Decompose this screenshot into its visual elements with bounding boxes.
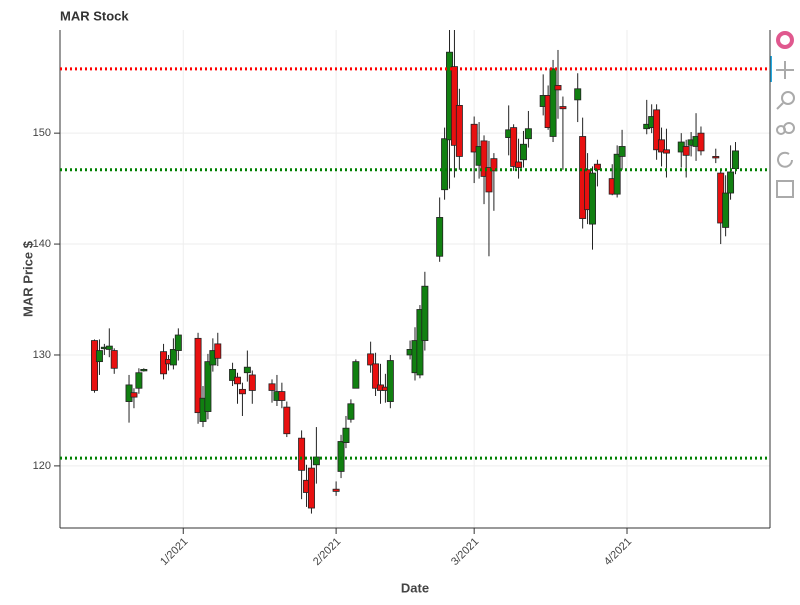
candle-body [470,123,478,153]
candle-body [372,363,380,389]
toolbar-active [770,56,772,82]
candle-body [243,366,251,374]
candle-body [559,106,567,110]
candle-body [332,488,340,492]
candle-body [214,343,222,359]
candle-body [455,105,463,157]
candle-body [589,172,596,225]
candle-body [248,374,256,391]
bokeh-logo[interactable] [776,31,794,49]
candle-body [204,361,212,412]
candle-body [130,392,138,398]
save-tool[interactable] [776,180,794,198]
candle-body [618,146,626,157]
candle-body [712,156,720,159]
candle-body [485,167,493,193]
candle-body [697,132,705,152]
candle-body [613,153,621,195]
candle-body [436,217,444,257]
candle-body [722,192,730,228]
candle-body [298,437,306,471]
candle-body [135,372,143,389]
plot-area [60,30,770,528]
pan-tool[interactable] [776,61,794,79]
candle-body [574,88,582,101]
candle-body [174,334,182,351]
candle-body [342,427,350,443]
candle-body [194,337,202,414]
candle-body [307,467,315,509]
candle-body [658,139,666,153]
candle-body [229,368,237,381]
candle-body [278,391,286,401]
candle-body [140,368,148,372]
candle-body [653,109,661,151]
candle-body [549,68,557,137]
candle-body [386,360,394,402]
wheel-zoom-tool[interactable] [776,122,795,135]
candle-body [732,150,739,170]
candle-body [510,127,518,167]
y-tick-label: 150 [33,127,51,139]
reset-tool[interactable] [777,151,793,168]
candle-body [238,388,246,395]
zoom-tool[interactable] [776,91,795,110]
candle-body [283,406,291,435]
y-tick-label: 130 [33,349,51,361]
candle-body [352,361,360,389]
y-tick-label: 140 [33,238,51,250]
candle-body [554,85,562,91]
candle-body [268,383,276,391]
candle-body [515,161,523,168]
candle-body [519,143,527,161]
candle-body [727,171,735,194]
candle-body [416,309,424,376]
chart-title: MAR Stock [60,8,129,23]
candle-body [234,376,241,385]
x-tick-label: 1/2021 [158,536,190,568]
candle-body [682,146,690,156]
candle-body [593,163,601,171]
candle-body [91,340,98,391]
x-axis-label: Date [401,580,429,595]
candle-body [337,441,345,472]
x-tick-label: 3/2021 [449,536,481,568]
x-tick-label: 2/2021 [311,536,343,568]
candle-body [480,140,488,177]
candle-body [490,158,498,172]
candle-body [105,345,113,350]
candle-body [421,285,429,341]
candle-body [347,403,355,420]
toolbar [770,31,795,198]
candle-body [662,149,670,154]
y-tick-label: 120 [33,460,51,472]
candle-body [524,128,532,140]
candle-body [169,349,177,366]
y-axis-label: MAR Price $ [20,240,35,317]
candle-body [367,353,375,366]
candle-body [95,350,103,363]
candle-body [110,350,118,369]
candle-body [441,138,449,191]
x-tick-label: 4/2021 [602,536,634,568]
